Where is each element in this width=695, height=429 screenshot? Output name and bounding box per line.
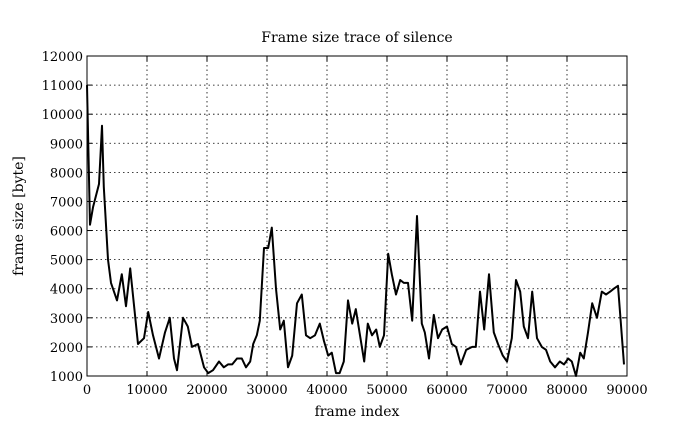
y-tick-label: 2000 bbox=[50, 341, 83, 356]
y-tick-label: 12000 bbox=[42, 50, 83, 65]
x-tick-label: 90000 bbox=[606, 383, 647, 398]
x-tick-label: 70000 bbox=[486, 383, 527, 398]
x-tick-label: 0 bbox=[83, 383, 91, 398]
x-tick-label: 40000 bbox=[306, 383, 347, 398]
y-tick-label: 10000 bbox=[42, 108, 83, 123]
x-tick-label: 50000 bbox=[366, 383, 407, 398]
series-group bbox=[86, 85, 625, 377]
y-tick-label: 1000 bbox=[50, 370, 83, 385]
y-tick-label: 5000 bbox=[50, 254, 83, 269]
x-axis-label: frame index bbox=[315, 404, 400, 420]
chart-title: Frame size trace of silence bbox=[261, 30, 452, 46]
x-tick-label: 80000 bbox=[546, 383, 587, 398]
y-tick-label: 3000 bbox=[50, 312, 83, 327]
x-tick-label: 30000 bbox=[246, 383, 287, 398]
y-tick-label: 8000 bbox=[50, 166, 83, 181]
y-axis-ticks: 1000 2000 3000 4000 5000 6000 7000 8000 9000 1000… bbox=[42, 50, 627, 385]
x-axis-ticks: 0 10000 20000 30000 40000 50000 60000 70000 8000… bbox=[83, 56, 648, 398]
y-tick-label: 11000 bbox=[42, 79, 83, 94]
y-tick-label: 6000 bbox=[50, 225, 83, 240]
y-tick-label: 7000 bbox=[50, 195, 83, 210]
x-tick-label: 20000 bbox=[186, 383, 227, 398]
y-tick-label: 9000 bbox=[50, 137, 83, 152]
plot-frame bbox=[86, 55, 628, 377]
x-tick-label: 10000 bbox=[126, 383, 167, 398]
grid-lines bbox=[87, 56, 627, 376]
y-axis-label: frame size [byte] bbox=[11, 156, 27, 276]
y-tick-label: 4000 bbox=[50, 283, 83, 298]
series-line bbox=[86, 85, 625, 377]
x-tick-label: 60000 bbox=[426, 383, 467, 398]
